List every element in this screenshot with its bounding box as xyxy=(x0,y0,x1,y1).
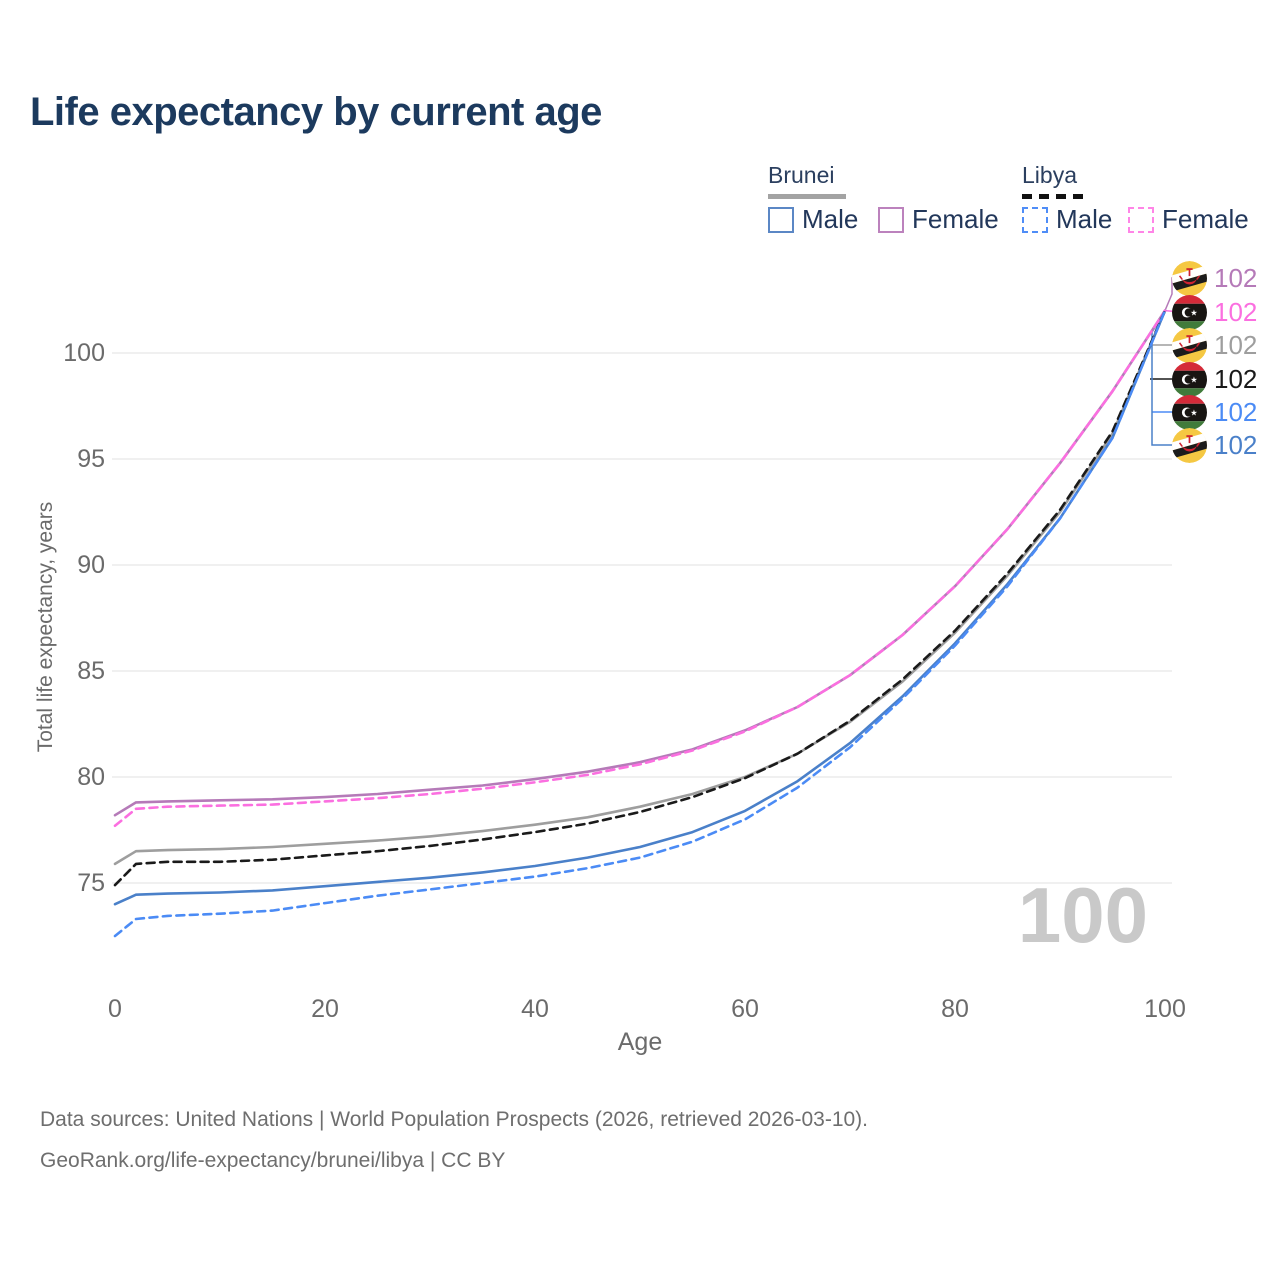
age-counter-watermark: 100 xyxy=(1017,871,1148,959)
libya-flag-icon xyxy=(1172,295,1207,330)
legend-group-brunei: Brunei xyxy=(768,162,835,188)
endpoint-value: 102 xyxy=(1214,364,1258,394)
endpoint-value: 102 xyxy=(1214,263,1258,293)
series-line-brunei-male xyxy=(113,309,1167,906)
brunei-flag-icon xyxy=(1172,261,1207,296)
series-endpoint-label: 102 xyxy=(1172,395,1257,429)
endpoint-value: 102 xyxy=(1214,330,1258,360)
series-line-libya xyxy=(113,309,1167,887)
legend-libya-line-sample xyxy=(1022,194,1084,199)
legend-group-libya: Libya xyxy=(1022,162,1077,188)
endpoint-value: 102 xyxy=(1214,430,1258,460)
legend-label: Male xyxy=(802,204,859,234)
x-tick-label: 80 xyxy=(941,995,969,1023)
series-line-brunei xyxy=(113,309,1167,866)
legend-item-libya-male[interactable]: Male xyxy=(1022,204,1112,235)
x-axis-label: Age xyxy=(617,1028,663,1056)
series-line-libya-male xyxy=(113,309,1167,938)
y-tick-label: 80 xyxy=(77,763,105,791)
x-tick-label: 20 xyxy=(311,995,339,1023)
y-tick-label: 95 xyxy=(77,445,105,473)
series-endpoint-label: 102 xyxy=(1172,295,1257,329)
legend-item-brunei-female[interactable]: Female xyxy=(878,204,999,235)
y-axis-label: Total life expectancy, years xyxy=(34,501,57,753)
legend-item-libya-female[interactable]: Female xyxy=(1128,204,1249,235)
series-endpoint-label: 102 xyxy=(1172,328,1257,362)
page-title: Life expectancy by current age xyxy=(30,90,602,134)
series-endpoint-label: 102 xyxy=(1172,428,1257,462)
y-tick-label: 85 xyxy=(77,657,105,685)
legend-label: Female xyxy=(1162,204,1249,234)
series-line-libya-female xyxy=(113,309,1167,828)
series-endpoint-label: 102 xyxy=(1172,362,1257,396)
x-tick-label: 100 xyxy=(1144,995,1186,1023)
series-endpoint-label: 102 xyxy=(1172,261,1257,295)
endpoint-value: 102 xyxy=(1214,397,1258,427)
legend-brunei-line-sample xyxy=(768,194,846,199)
source-url: GeoRank.org/life-expectancy/brunei/libya… xyxy=(40,1149,506,1172)
y-tick-label: 75 xyxy=(77,869,105,897)
legend-swatch-brunei-female xyxy=(878,206,904,233)
data-sources-note: Data sources: United Nations | World Pop… xyxy=(40,1108,869,1131)
libya-flag-icon xyxy=(1172,362,1207,397)
brunei-flag-icon xyxy=(1172,328,1207,363)
legend-swatch-brunei-male xyxy=(768,206,794,233)
libya-flag-icon xyxy=(1172,395,1207,430)
x-tick-label: 0 xyxy=(108,995,122,1023)
x-tick-label: 40 xyxy=(521,995,549,1023)
y-tick-label: 90 xyxy=(77,551,105,579)
series-line-brunei-female xyxy=(113,309,1167,817)
brunei-flag-icon xyxy=(1172,428,1207,463)
x-tick-label: 60 xyxy=(731,995,759,1023)
legend-item-brunei-male[interactable]: Male xyxy=(768,204,858,235)
legend-swatch-libya-female xyxy=(1128,206,1154,233)
legend-label: Female xyxy=(912,204,999,234)
y-tick-label: 100 xyxy=(63,339,105,367)
legend-swatch-libya-male xyxy=(1022,206,1048,233)
endpoint-value: 102 xyxy=(1214,297,1258,327)
legend-label: Male xyxy=(1056,204,1113,234)
